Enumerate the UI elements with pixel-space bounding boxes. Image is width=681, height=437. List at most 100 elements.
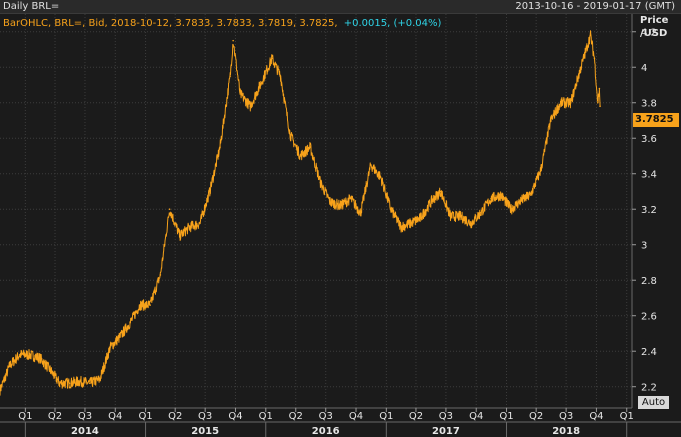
year-label: 2016 (312, 426, 340, 437)
auto-scale-button[interactable]: Auto (638, 396, 669, 409)
data-point (490, 197, 492, 200)
data-point (569, 101, 572, 104)
data-point (339, 204, 342, 207)
y-tick-label: 3.6 (641, 134, 657, 145)
date-range: 2013-10-16 - 2019-01-17 (GMT) (515, 1, 675, 12)
grid (0, 14, 632, 408)
y-tick-label: 4 (641, 63, 647, 74)
y-axis-label-line2: /USD (640, 28, 668, 39)
year-label: 2015 (191, 426, 219, 437)
data-point (431, 199, 433, 202)
year-label: 2018 (552, 426, 580, 437)
data-point (18, 353, 21, 356)
data-point (188, 226, 191, 228)
data-point (560, 101, 562, 104)
data-point (168, 208, 171, 211)
quarter-label: Q1 (499, 411, 513, 422)
year-label: 2017 (432, 426, 460, 437)
data-point (520, 199, 523, 202)
data-point (470, 222, 472, 225)
series-line-brl (0, 30, 601, 396)
data-point (593, 57, 596, 60)
quarter-label: Q1 (620, 411, 634, 422)
data-point (419, 217, 422, 219)
series-layer (0, 30, 601, 396)
data-point (439, 190, 442, 193)
data-point (599, 105, 601, 108)
legend-change: +0.0015, (+0.04%) (344, 18, 442, 29)
data-point (109, 346, 111, 349)
data-point (480, 211, 482, 214)
data-point (68, 382, 71, 384)
data-point (78, 380, 81, 383)
title-bar: Daily BRL= 2013-10-16 - 2019-01-17 (GMT) (0, 0, 681, 14)
data-point (98, 378, 101, 381)
y-tick-label: 2.2 (641, 383, 657, 394)
quarter-label: Q2 (168, 411, 182, 422)
y-tick-label: 2.4 (641, 347, 657, 358)
data-point (580, 66, 582, 69)
data-point (500, 194, 502, 196)
y-tick-label: 3.8 (641, 99, 657, 110)
data-point (529, 194, 532, 196)
data-point (549, 119, 552, 122)
quarter-label: Q1 (18, 411, 32, 422)
data-point (598, 87, 601, 90)
data-point (129, 322, 131, 324)
y-tick-label: 3 (641, 241, 647, 252)
quarter-label: Q4 (108, 411, 122, 422)
data-point (229, 75, 232, 77)
data-point (249, 105, 252, 108)
last-price-badge: 3.7825 (633, 113, 679, 127)
y-tick-label: 2.8 (641, 276, 657, 287)
data-point (219, 146, 221, 148)
quarter-label: Q1 (379, 411, 393, 422)
data-point (359, 211, 362, 214)
data-point (199, 222, 201, 225)
quarter-label: Q2 (289, 411, 303, 422)
quarter-label: Q2 (409, 411, 423, 422)
quarter-label: Q3 (78, 411, 92, 422)
data-point (459, 215, 462, 218)
data-point (139, 304, 141, 306)
chart-title: Daily BRL= (3, 1, 60, 12)
quarter-label: Q4 (469, 411, 483, 422)
data-point (329, 201, 332, 203)
legend-text: BarOHLC, BRL=, Bid, 2018-10-12, 3.7833, … (3, 18, 442, 29)
data-point (159, 274, 162, 276)
y-tick-label: 2.6 (641, 312, 657, 323)
quarter-label: Q3 (439, 411, 453, 422)
data-point (299, 155, 302, 157)
data-point (289, 133, 291, 136)
data-point (48, 368, 51, 370)
data-point (596, 101, 599, 104)
y-axis-label-line1: Price (640, 15, 669, 26)
data-point (319, 181, 322, 184)
y-tick-label: 3.2 (641, 205, 657, 216)
data-point (259, 84, 261, 86)
data-point (119, 336, 121, 338)
quarter-label: Q1 (259, 411, 273, 422)
data-point (29, 353, 31, 356)
data-point (179, 235, 181, 237)
data-point (539, 169, 542, 171)
data-point (370, 164, 372, 166)
data-point (58, 382, 61, 384)
data-point (449, 215, 452, 218)
year-label: 2014 (71, 426, 99, 437)
data-point (400, 226, 402, 228)
data-point (9, 364, 11, 367)
axes: 2.2 2.4 2.6 2.8 3 3.2 3.4 3.6 3.8 4 4.2 Q1 Q2 Q3 Q4 Q1 Q… (0, 14, 681, 437)
y-tick-label: 3.4 (641, 170, 657, 181)
quarter-label: Q4 (349, 411, 363, 422)
quarter-label: Q4 (589, 411, 603, 422)
data-point (0, 389, 1, 392)
data-point (271, 57, 273, 60)
data-point (39, 357, 41, 360)
quarter-label: Q3 (559, 411, 573, 422)
quarter-label: Q3 (198, 411, 212, 422)
quarter-label: Q4 (228, 411, 242, 422)
data-point (379, 176, 382, 179)
quarter-label: Q2 (48, 411, 62, 422)
